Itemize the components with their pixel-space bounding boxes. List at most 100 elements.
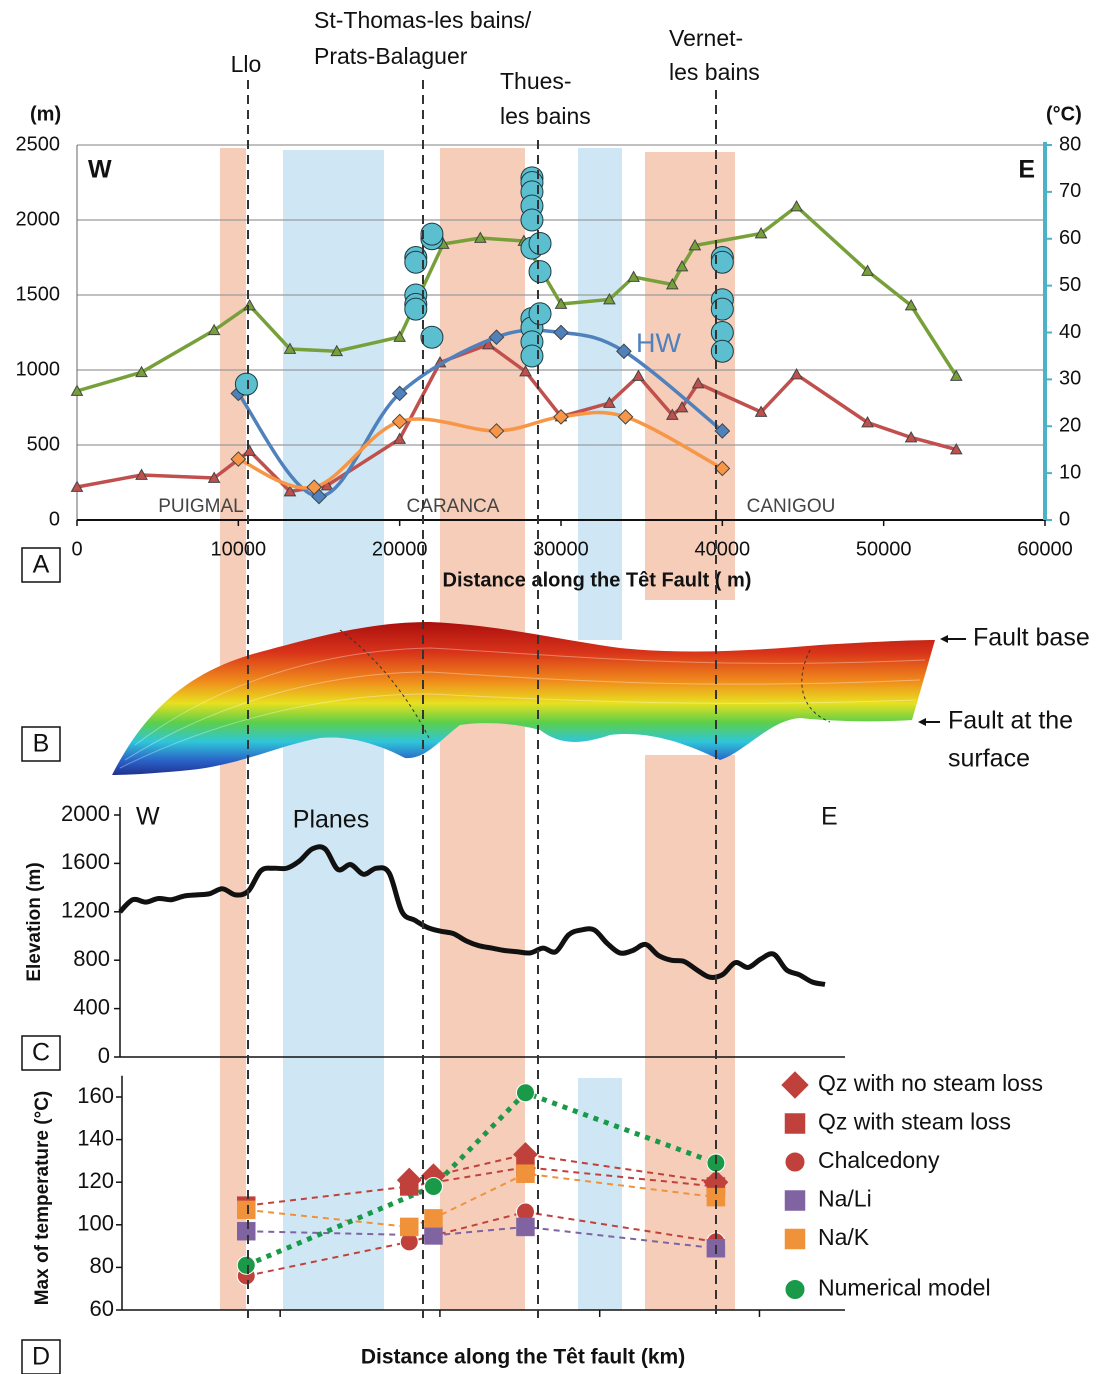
y-tick-label: 160	[77, 1083, 114, 1108]
y2-tick-label: 50	[1059, 274, 1081, 296]
location-label: Vernet-	[669, 25, 743, 51]
x-tick-label: 20000	[372, 538, 428, 560]
panel-box	[21, 726, 61, 762]
annotation: Fault base	[973, 624, 1090, 652]
marker	[306, 479, 323, 496]
panel-b: Fault base Fault at the surface B	[21, 622, 1090, 775]
marker	[420, 325, 444, 349]
direction-label: W	[136, 803, 160, 831]
marker	[519, 364, 532, 377]
direction-label: E	[821, 803, 838, 831]
marker	[520, 344, 544, 368]
y-axis-title: Max of temperature (°C)	[32, 1091, 53, 1306]
location-label: les bains	[500, 103, 591, 129]
x-tick-label: 10000	[211, 538, 267, 560]
marker	[949, 369, 963, 381]
marker	[488, 329, 505, 346]
marker	[243, 298, 256, 311]
x-axis-title: Distance along the Têt fault (km)	[361, 1346, 685, 1369]
y-tick-label: 120	[77, 1168, 114, 1193]
marker	[70, 384, 84, 396]
legend-label: Numerical model	[818, 1275, 991, 1301]
y-tick-label: 2500	[16, 133, 61, 155]
legend-label: Qz with steam loss	[818, 1109, 1011, 1135]
y-tick-label: 2000	[61, 801, 110, 826]
series-line	[409, 1153, 717, 1184]
marker	[688, 238, 702, 251]
panel-label: B	[33, 730, 50, 758]
annotation: Fault at the	[948, 707, 1073, 735]
y-tick-label: 1000	[16, 358, 61, 380]
marker	[393, 330, 407, 342]
y-unit: (m)	[30, 103, 61, 125]
legend-label: Chalcedony	[818, 1147, 940, 1173]
annotation: surface	[948, 745, 1030, 773]
marker	[515, 1083, 535, 1103]
panel-a: 0 500 1000 1500 2000 2500 0 10 20 30 40 50 60 70 80 0 10…	[16, 103, 1082, 591]
arrow-head	[940, 635, 948, 643]
y-tick-label: 80	[90, 1253, 114, 1278]
marker	[710, 339, 734, 363]
marker	[528, 302, 552, 326]
marker	[330, 344, 344, 357]
marker	[520, 208, 544, 232]
region-label: CANIGOU	[747, 496, 836, 517]
marker	[553, 324, 569, 341]
marker	[393, 432, 407, 444]
marker	[424, 1209, 443, 1228]
marker	[283, 342, 297, 354]
marker	[861, 415, 874, 428]
marker	[243, 444, 256, 456]
marker	[691, 376, 705, 389]
y-tick-label: 1200	[61, 898, 110, 923]
marker	[207, 471, 221, 483]
profile-line	[118, 844, 826, 987]
legend-marker	[784, 1151, 806, 1173]
marker	[904, 430, 918, 443]
contour	[119, 693, 917, 769]
marker	[516, 1164, 535, 1183]
location-lines	[247, 80, 717, 1318]
y2-unit: (°C)	[1046, 103, 1082, 125]
panel-d: 60 80 100 120 140 160 Max of temperature (°C) D…	[21, 1070, 1043, 1374]
y-tick-label: 400	[73, 994, 110, 1019]
panel-box	[21, 547, 61, 583]
marker	[420, 222, 444, 246]
marker	[70, 480, 84, 492]
y-tick-label: 1600	[61, 849, 110, 874]
x-tick-label: 30000	[533, 538, 589, 560]
y2-tick-label: 10	[1059, 461, 1081, 483]
panel-label: D	[32, 1343, 50, 1371]
fault-trace	[801, 649, 831, 723]
contour	[124, 671, 921, 761]
marker	[424, 1226, 443, 1245]
marker	[665, 277, 679, 290]
marker	[603, 292, 616, 305]
y-tick-label: 800	[73, 946, 110, 971]
y2-tick-label: 30	[1059, 368, 1081, 390]
region-label: PUIGMAL	[158, 496, 244, 517]
marker	[135, 365, 148, 378]
marker	[488, 423, 505, 439]
region-label: Planes	[293, 806, 369, 834]
marker	[135, 468, 148, 480]
marker	[391, 385, 408, 402]
direction-label: E	[1018, 156, 1035, 184]
marker	[617, 409, 634, 425]
y-tick-label: 140	[77, 1125, 114, 1150]
legend-marker	[781, 1071, 809, 1099]
arrow-head	[918, 718, 926, 726]
legend-marker	[784, 1113, 806, 1134]
marker	[236, 1255, 256, 1275]
marker	[790, 199, 803, 212]
direction-label: W	[88, 156, 112, 184]
marker	[207, 323, 221, 336]
legend-label: Na/Li	[818, 1186, 872, 1212]
marker	[400, 1217, 419, 1237]
y2-tick-label: 60	[1059, 227, 1081, 249]
marker	[603, 396, 616, 408]
y-tick-label: 0	[98, 1043, 110, 1068]
marker	[714, 460, 731, 477]
marker	[404, 297, 428, 321]
band	[645, 152, 735, 600]
